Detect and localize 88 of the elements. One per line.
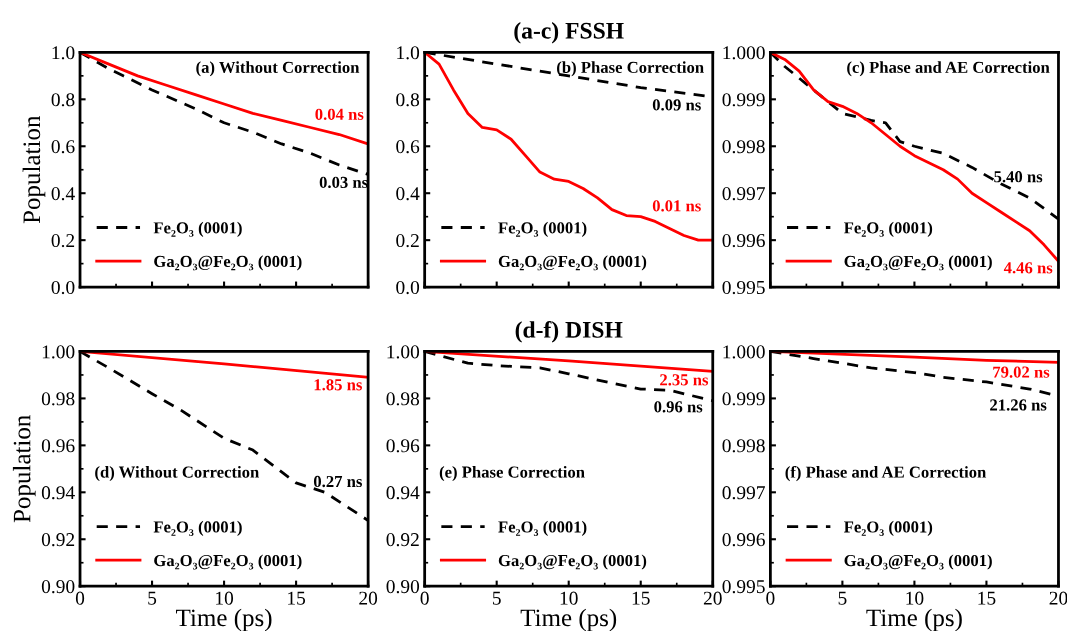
annotation: 2.35 ns: [660, 374, 709, 386]
annotation: (d) Without Correction: [95, 465, 260, 482]
y-tick-label: 0.995: [722, 580, 765, 594]
y-tick-label: 1.0: [397, 46, 420, 60]
y-tick-label: 0.0: [51, 280, 75, 295]
y-tick-label: 1.00: [387, 345, 420, 359]
annotation: (a) Without Correction: [196, 61, 360, 77]
annotation: 1.85 ns: [314, 379, 362, 391]
y-tick-label: 1.00: [42, 345, 75, 359]
annotation: 79.02 ns: [993, 366, 1050, 378]
chart-title: (d-f) DISH: [515, 320, 623, 343]
y-tick-label: 0.8: [396, 93, 420, 107]
y-tick-label: 1.000: [723, 345, 765, 359]
y-tick-label: 0.6: [396, 140, 420, 154]
x-axis-title: Time (ps): [176, 608, 272, 631]
annotation: 0.04 ns: [315, 108, 364, 120]
y-tick-label: 0.98: [41, 392, 75, 406]
x-tick-label: 0: [766, 591, 775, 605]
legend-label: Ga₂O₃@Fe₂O₃ (0001): [844, 255, 992, 271]
x-tick-label: 20: [1049, 591, 1067, 605]
y-tick-label: 0.2: [51, 233, 75, 248]
x-tick-label: 0: [75, 591, 85, 605]
legend-label: Ga₂O₃@Fe₂O₃ (0001): [498, 554, 647, 570]
y-tick-label: 0.999: [722, 93, 765, 107]
legend-label: Ga₂O₃@Fe₂O₃ (0001): [498, 255, 647, 271]
annotation: 0.03 ns: [319, 176, 368, 189]
x-tick-label: 10: [906, 591, 924, 605]
y-tick-label: 0.4: [51, 187, 75, 201]
y-tick-label: 0.997: [722, 486, 765, 500]
y-tick-label: 0.998: [722, 439, 765, 453]
y-tick-label: 0.997: [722, 187, 765, 201]
y-tick-label: 0.995: [722, 280, 765, 295]
x-tick-label: 5: [148, 591, 157, 605]
annotation: 0.09 ns: [652, 99, 701, 111]
y-tick-label: 0.94: [386, 486, 420, 500]
chart-title: (a-c) FSSH: [514, 22, 624, 44]
legend-label: Ga₂O₃@Fe₂O₃ (0001): [154, 255, 302, 271]
x-tick-label: 0: [420, 591, 429, 605]
y-tick-label: 1.0: [52, 46, 75, 60]
y-tick-label: 0.94: [41, 486, 75, 500]
legend-label: Ga₂O₃@Fe₂O₃ (0001): [844, 554, 992, 570]
x-tick-label: 5: [838, 591, 847, 605]
annotation: 0.96 ns: [654, 401, 703, 413]
y-tick-label: 0.2: [396, 233, 419, 248]
legend-label: Fe₂O₃ (0001): [153, 520, 242, 536]
y-tick-label: 0.96: [386, 439, 420, 453]
annotation: 0.27 ns: [313, 475, 362, 488]
y-axis-title: Population: [22, 115, 46, 224]
x-tick-label: 5: [492, 591, 501, 605]
legend-label: Fe₂O₃ (0001): [843, 520, 933, 536]
y-tick-label: 0.96: [41, 439, 75, 453]
x-axis-title: Time (ps): [520, 608, 617, 631]
y-tick-label: 0.998: [722, 140, 765, 154]
annotation: (b) Phase Correction: [557, 61, 704, 77]
y-tick-label: 0.996: [722, 233, 765, 248]
x-tick-label: 10: [560, 591, 578, 605]
y-tick-label: 0.90: [41, 580, 75, 594]
x-tick-label: 15: [632, 591, 650, 605]
x-axis-title: Time (ps): [866, 608, 962, 631]
y-tick-label: 0.6: [51, 140, 75, 154]
annotation: 4.46 ns: [1003, 262, 1053, 274]
y-tick-label: 0.90: [386, 580, 420, 594]
annotation: (c) Phase and AE Correction: [847, 61, 1050, 77]
y-axis-title: Population: [12, 415, 36, 523]
y-tick-label: 0.98: [386, 392, 420, 406]
legend-label: Fe₂O₃ (0001): [498, 520, 587, 536]
annotation: (f) Phase and AE Correction: [785, 465, 987, 482]
legend-label: Fe₂O₃ (0001): [498, 221, 587, 237]
legend-label: Fe₂O₃ (0001): [843, 221, 933, 237]
x-tick-label: 20: [359, 591, 378, 605]
annotation: (e) Phase Correction: [439, 465, 585, 482]
y-tick-label: 1.000: [723, 46, 765, 60]
legend-label: Fe₂O₃ (0001): [153, 221, 242, 237]
y-tick-label: 0.0: [396, 280, 420, 295]
annotation: 5.40 ns: [994, 171, 1043, 183]
y-tick-label: 0.4: [396, 187, 420, 201]
x-tick-label: 15: [288, 591, 306, 605]
y-tick-label: 0.999: [722, 392, 765, 406]
annotation: 21.26 ns: [990, 399, 1047, 411]
x-tick-label: 15: [978, 591, 996, 605]
y-tick-label: 0.8: [51, 93, 75, 107]
y-tick-label: 0.92: [41, 533, 75, 547]
legend-label: Ga₂O₃@Fe₂O₃ (0001): [154, 554, 302, 570]
annotation: 0.01 ns: [652, 200, 701, 212]
x-tick-label: 10: [216, 591, 234, 605]
x-tick-label: 20: [703, 591, 722, 605]
y-tick-label: 0.996: [722, 533, 765, 547]
y-tick-label: 0.92: [386, 533, 419, 547]
